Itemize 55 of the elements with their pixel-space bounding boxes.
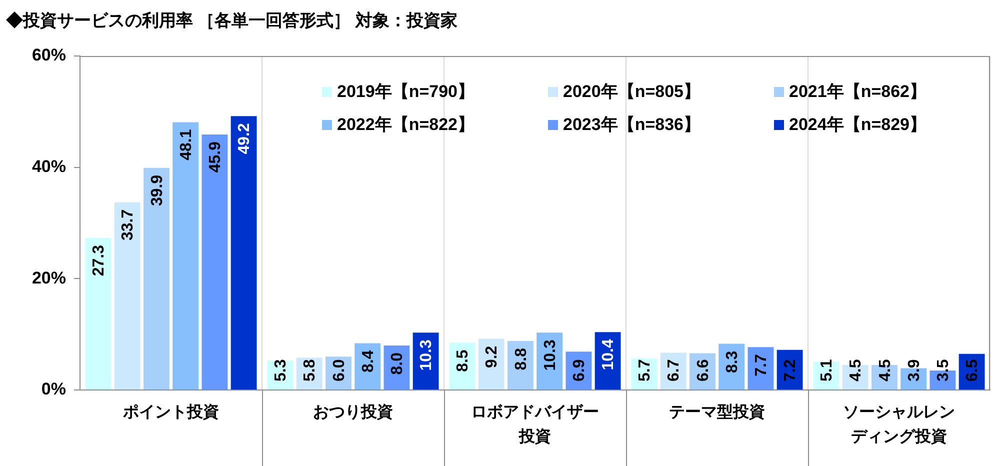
y-tick-label: 20%	[32, 268, 66, 288]
data-label: 7.7	[753, 354, 770, 376]
bar	[114, 202, 140, 390]
data-label: 6.5	[964, 359, 982, 382]
data-label: 8.4	[360, 350, 377, 372]
x-tick-label: ソーシャルレンディング投資	[843, 404, 955, 446]
data-label: 3.5	[935, 359, 952, 382]
legend-label: 2023年【n=836】	[563, 115, 700, 135]
y-tick-label: 40%	[32, 157, 66, 176]
data-label: 5.7	[636, 359, 654, 382]
bar	[143, 168, 170, 390]
bar	[748, 347, 774, 390]
data-label: 9.2	[484, 346, 501, 368]
y-tick-label: 0%	[41, 380, 66, 399]
x-tick-label: テーマ型投資	[669, 402, 765, 421]
bar	[354, 343, 381, 390]
data-label: 6.9	[571, 359, 588, 382]
legend-label: 2019年【n=790】	[337, 82, 474, 102]
data-label: 45.9	[207, 141, 224, 173]
bar	[478, 338, 504, 390]
data-label: 39.9	[148, 174, 166, 206]
x-tick-label: ロボアドバイザー投資	[471, 402, 599, 446]
data-label: 8.5	[454, 350, 472, 372]
data-label: 10.4	[600, 339, 618, 370]
data-label: 4.5	[876, 359, 894, 382]
legend-label: 2022年【n=822】	[337, 115, 474, 135]
bar	[172, 122, 199, 390]
data-label: 8.0	[389, 352, 406, 375]
bar	[230, 116, 257, 390]
data-label: 27.3	[90, 244, 108, 276]
data-label: 5.3	[272, 359, 290, 382]
data-label: 5.1	[818, 359, 836, 382]
bar	[85, 238, 112, 390]
chart-title: ◆投資サービスの利用率 ［各単一回答形式］ 対象：投資家	[6, 10, 458, 32]
data-label: 6.6	[694, 359, 712, 382]
data-label: 6.0	[330, 359, 348, 382]
legend-label: 2024年【n=829】	[789, 115, 926, 135]
data-label: 49.2	[236, 123, 254, 154]
y-tick-label: 60%	[32, 46, 66, 65]
data-label: 10.3	[418, 340, 436, 371]
data-label: 6.7	[666, 359, 683, 382]
data-label: 8.3	[724, 350, 741, 374]
data-label: 33.7	[120, 209, 137, 241]
legend-label: 2021年【n=862】	[789, 82, 926, 102]
data-label: 48.1	[178, 129, 195, 160]
data-label: 8.8	[512, 348, 530, 370]
data-label: 5.8	[302, 359, 319, 382]
x-tick-label: ポイント投資	[122, 402, 219, 421]
data-label: 10.3	[542, 340, 559, 371]
data-label: 4.5	[848, 359, 865, 382]
x-tick-label: おつり投資	[313, 402, 393, 421]
data-label: 3.9	[906, 359, 923, 382]
legend-label: 2020年【n=805】	[563, 82, 700, 102]
data-label: 7.2	[782, 359, 800, 382]
bar	[202, 134, 228, 390]
